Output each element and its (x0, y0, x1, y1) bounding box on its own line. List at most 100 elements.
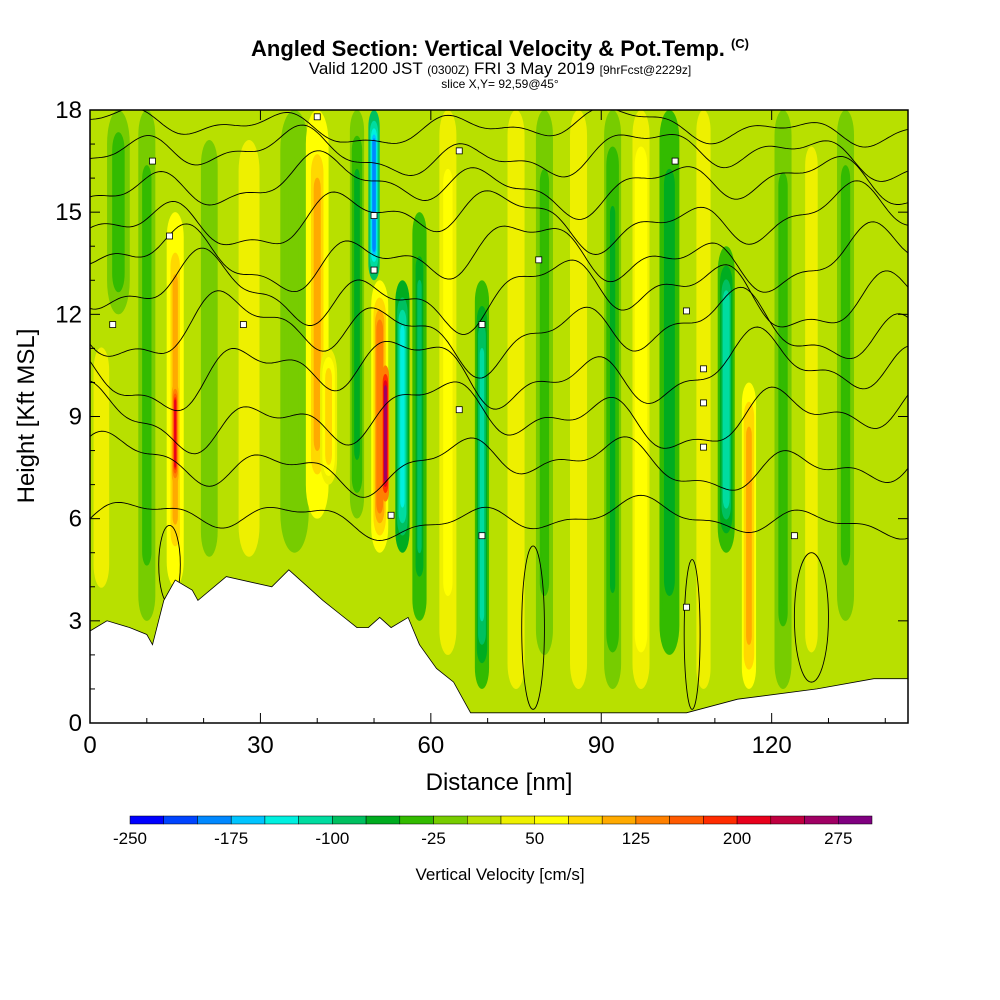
contour-label-18 (683, 603, 690, 611)
velocity-cell-11-4 (372, 138, 376, 253)
colorbar-swatch-2 (197, 815, 232, 825)
y-axis-label: Height [Kft MSL] (13, 329, 40, 504)
velocity-cell-13-4 (384, 387, 387, 480)
colorbar-swatch-3 (230, 815, 266, 825)
contour-label-17 (700, 443, 707, 451)
colorbar-tick--250: -250 (113, 829, 147, 848)
theta-contours (90, 110, 908, 710)
velocity-cell-8-4 (313, 177, 321, 451)
forecast-label: [9hrFcst@2229z] (599, 63, 692, 77)
velocity-cell-19-4 (541, 200, 548, 565)
contour-label-5 (370, 212, 378, 219)
contour-label-13 (671, 157, 679, 165)
title-copyright: (C) (730, 36, 749, 51)
theta-contour-10 (90, 110, 908, 148)
theta-closed-contour-2 (683, 559, 701, 710)
valid-prefix: Valid 1200 JST (308, 59, 423, 78)
contour-label-3 (239, 321, 247, 328)
valid-utc: (0300Z) (427, 63, 470, 77)
velocity-cell-1-4 (114, 143, 122, 281)
contour-label-6 (370, 266, 378, 274)
contour-label-7 (387, 511, 395, 519)
velocity-cell-25-4 (723, 296, 729, 502)
colorbar-swatch-15 (635, 815, 670, 825)
colorbar-swatch-7 (365, 815, 401, 825)
colorbar-swatch-9 (433, 815, 468, 825)
velocity-cell-15-4 (417, 279, 422, 554)
axes: 0 30 60 90 120 0 3 6 9 12 15 18 (55, 97, 908, 759)
contour-label-16 (700, 399, 707, 407)
colorbar-tick--175: -175 (214, 829, 248, 848)
theta-contour-7 (90, 180, 908, 255)
x-tick-label-120: 120 (752, 732, 792, 759)
velocity-cell-28-4 (808, 205, 815, 594)
contour-label-10 (478, 321, 486, 328)
x-tick-label-60: 60 (417, 732, 444, 759)
title-main: Angled Section: Vertical Velocity & Pot.… (251, 36, 725, 61)
velocity-cell-26-4 (746, 433, 752, 639)
y-tick-label-9: 9 (69, 404, 82, 431)
x-tick-label-90: 90 (588, 732, 615, 759)
contour-label-1 (149, 157, 156, 165)
colorbar-tick-200: 200 (723, 829, 751, 848)
colorbar-swatch-14 (601, 815, 637, 825)
terrain-ground (90, 569, 908, 723)
velocity-cell-18-4 (513, 205, 519, 594)
velocity-cell-21-4 (609, 205, 616, 594)
contour-label-12 (535, 256, 543, 264)
velocity-cell-23-4 (666, 200, 673, 565)
velocity-cell-24-4 (701, 205, 706, 594)
y-tick-label-12: 12 (55, 301, 82, 328)
valid-date: FRI 3 May 2019 (473, 59, 595, 78)
contour-label-19 (790, 532, 798, 540)
y-tick-label-0: 0 (69, 710, 82, 737)
y-tick-label-6: 6 (69, 506, 82, 533)
velocity-cell-6-4 (244, 188, 254, 508)
velocity-cell-22-4 (638, 205, 644, 594)
velocity-cell-14-4 (400, 325, 405, 508)
colorbar-swatch-20 (804, 815, 839, 825)
velocity-cell-16-4 (445, 200, 451, 565)
y-tick-label-18: 18 (55, 97, 82, 124)
y-tick-label-3: 3 (69, 608, 82, 635)
colorbar-swatch-8 (399, 815, 434, 825)
colorbar-swatch-0 (129, 815, 164, 825)
slice-label: slice X,Y= 92,59@45° (441, 77, 559, 91)
terrain (90, 569, 908, 723)
chart-subtitle: Valid 1200 JST (0300Z) FRI 3 May 2019 [9… (0, 59, 1000, 79)
velocity-cell-29-4 (842, 194, 849, 537)
colorbar-swatch-17 (703, 815, 738, 825)
colorbar-tick-275: 275 (824, 829, 852, 848)
velocity-cell-7-4 (290, 183, 299, 480)
contour-label-0 (109, 321, 117, 328)
contour-label-2 (166, 232, 173, 240)
contour-label-9 (455, 406, 463, 414)
colorbar-swatch-1 (163, 815, 198, 825)
colorbar-swatch-18 (736, 815, 772, 825)
colorbar-label: Vertical Velocity [cm/s] (415, 865, 584, 884)
velocity-cell-2-4 (144, 194, 150, 537)
contour-label-11 (478, 532, 486, 540)
colorbar-swatch-21 (838, 815, 873, 825)
velocity-cell-4-4 (174, 399, 177, 468)
x-tick-label-0: 0 (83, 732, 96, 759)
velocity-cell-20-4 (575, 205, 582, 594)
contour-label-4 (313, 113, 321, 121)
theta-closed-contour-1 (521, 545, 545, 710)
theta-contour-4 (90, 286, 908, 379)
theta-contour-9 (90, 124, 908, 182)
velocity-cell-9-4 (325, 370, 332, 463)
colorbar-swatch-4 (264, 815, 299, 825)
velocity-cell-27-4 (780, 205, 786, 594)
colorbar-swatch-12 (534, 815, 569, 825)
theta-contour-0 (90, 494, 908, 541)
colorbar-swatch-13 (568, 815, 603, 825)
colorbar-tick--25: -25 (421, 829, 446, 848)
colorbar-swatch-5 (298, 815, 333, 825)
velocity-cell-12-4 (377, 325, 383, 508)
velocity-cell-30-4 (876, 194, 883, 537)
colorbar-tick--100: -100 (315, 829, 349, 848)
colorbar: -250 -175 -100 -25 50 125 200 275 (113, 815, 873, 848)
velocity-cell-0-4 (96, 365, 106, 571)
